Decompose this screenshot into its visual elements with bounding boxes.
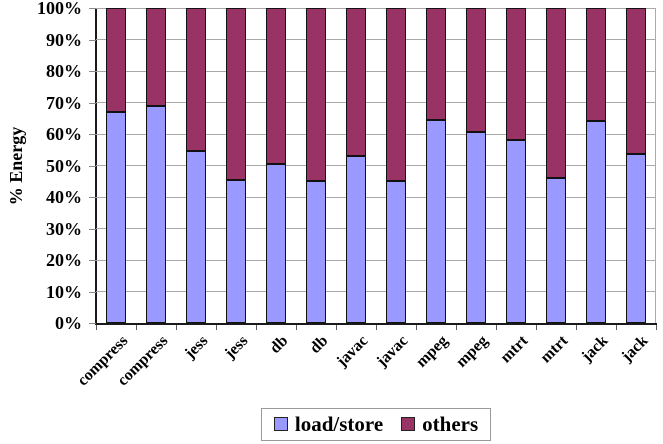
- gridline: [96, 165, 655, 166]
- y-axis-tick-mark: [89, 228, 96, 230]
- gridline: [96, 291, 655, 292]
- legend-swatch-load-store: [273, 417, 288, 431]
- gridline: [96, 8, 655, 9]
- gridline: [96, 70, 655, 72]
- legend-label-load-store: load/store: [294, 412, 384, 436]
- legend-box: load/store others: [260, 408, 492, 441]
- bar-segment-load-store: [506, 140, 526, 323]
- x-axis-tick-mark: [136, 325, 137, 330]
- bar-segment-load-store: [626, 154, 646, 323]
- x-axis-tick-mark: [496, 325, 497, 330]
- y-axis-tick-mark: [89, 291, 96, 293]
- bar-segment-load-store: [426, 119, 446, 323]
- y-axis-tick-label: 50%: [46, 155, 82, 176]
- bar-segment-others: [306, 8, 326, 182]
- bar-segment-load-store: [146, 105, 166, 323]
- bar-segment-others: [346, 8, 366, 157]
- bar-segment-load-store: [346, 156, 366, 323]
- y-axis-tick-mark: [89, 197, 96, 198]
- y-axis-tick-mark: [89, 134, 96, 135]
- bar-segment-load-store: [546, 178, 566, 323]
- bar-segment-load-store: [466, 132, 486, 323]
- y-axis-tick-label: 70%: [46, 92, 82, 113]
- x-axis-tick-mark: [536, 325, 537, 330]
- plot-area: [96, 8, 656, 323]
- x-axis-tick-mark: [656, 325, 657, 330]
- y-axis-tick-mark: [89, 71, 96, 72]
- gridline: [96, 133, 655, 135]
- x-axis-tick-mark: [376, 325, 377, 330]
- bar-segment-others: [626, 8, 646, 155]
- y-axis-tick-label: 0%: [55, 313, 82, 333]
- x-axis-tick-mark: [216, 325, 217, 330]
- y-axis-tick-label: 30%: [46, 218, 82, 239]
- gridline: [96, 228, 655, 229]
- x-axis-tick-mark: [296, 325, 297, 330]
- y-axis-tick-mark: [89, 323, 96, 324]
- bar-segment-others: [426, 8, 446, 120]
- bar-segment-others: [386, 8, 406, 182]
- x-axis-tick-mark: [256, 325, 257, 330]
- bar-segment-load-store: [586, 121, 606, 323]
- bar-segment-load-store: [186, 151, 206, 323]
- bar-segment-others: [226, 8, 246, 180]
- x-axis-tick-mark: [416, 325, 417, 330]
- y-axis-tick-label: 20%: [46, 250, 82, 270]
- x-axis-line: [95, 323, 657, 325]
- gridline: [96, 259, 655, 261]
- bar-segment-load-store: [226, 179, 246, 323]
- legend: load/store others: [96, 408, 656, 441]
- y-axis-tick-label: 60%: [46, 124, 82, 144]
- bar-segment-others: [186, 8, 206, 152]
- bar-segment-load-store: [386, 181, 406, 323]
- x-axis-tick-mark: [616, 325, 617, 330]
- y-axis-tick-mark: [89, 165, 96, 167]
- legend-label-others: others: [422, 412, 479, 436]
- bar-segment-load-store: [306, 181, 326, 323]
- bar-segment-others: [546, 8, 566, 179]
- legend-swatch-others: [401, 417, 416, 431]
- bar-segment-others: [106, 8, 126, 112]
- bar-segment-others: [266, 8, 286, 164]
- bar-segment-others: [466, 8, 486, 133]
- x-axis-tick-mark: [576, 325, 577, 330]
- y-axis-tick-mark: [89, 260, 96, 261]
- x-axis-tick-mark: [96, 325, 97, 330]
- x-axis-tick-mark: [176, 325, 177, 330]
- y-axis-line: [95, 8, 97, 325]
- y-axis-tick-mark: [89, 39, 96, 41]
- gridline: [96, 39, 655, 40]
- bar-segment-load-store: [266, 163, 286, 323]
- y-axis-tick-mark: [89, 102, 96, 104]
- y-axis-tick-label: 10%: [46, 281, 82, 302]
- y-axis-tick-mark: [89, 8, 96, 9]
- gridline: [96, 102, 655, 103]
- bar-segment-others: [506, 8, 526, 141]
- x-axis-tick-mark: [456, 325, 457, 330]
- bar-segment-others: [586, 8, 606, 122]
- bar-segment-others: [146, 8, 166, 106]
- x-axis-tick-mark: [336, 325, 337, 330]
- y-axis-tick-label: 80%: [46, 61, 82, 81]
- y-axis-tick-label: 100%: [37, 0, 82, 18]
- bar-segment-load-store: [106, 111, 126, 323]
- y-axis-tick-label: 90%: [46, 29, 82, 50]
- y-axis-tick-label: 40%: [46, 187, 82, 207]
- gridline: [96, 196, 655, 198]
